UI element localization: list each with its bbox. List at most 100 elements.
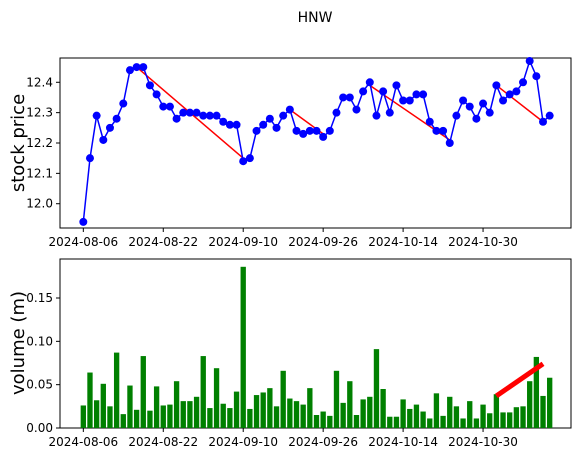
price-point xyxy=(372,111,381,120)
volume-trend-lines xyxy=(494,361,545,398)
price-point xyxy=(85,154,94,163)
price-point xyxy=(445,139,454,147)
volume-y-axis-label: volume (m) xyxy=(8,291,29,395)
price-series xyxy=(79,57,554,226)
price-point xyxy=(299,129,308,138)
volume-bar xyxy=(413,404,420,428)
price-point xyxy=(252,126,261,135)
volume-x-tick-label: 2024-09-26 xyxy=(288,435,358,449)
price-point xyxy=(419,90,428,99)
volume-bar xyxy=(400,399,406,428)
price-point xyxy=(385,108,394,117)
price-x-tick-label: 2024-08-22 xyxy=(128,235,198,249)
price-point xyxy=(305,126,314,135)
volume-bar xyxy=(293,401,300,428)
volume-bar xyxy=(373,349,380,428)
volume-y-tick-label: 0.15 xyxy=(26,291,53,305)
volume-bar xyxy=(320,411,326,428)
price-point xyxy=(279,111,288,120)
price-point xyxy=(512,87,521,96)
volume-bar xyxy=(473,418,480,428)
price-point xyxy=(125,66,134,75)
volume-bar xyxy=(480,404,486,428)
price-point xyxy=(339,93,348,102)
price-point xyxy=(159,102,168,111)
price-point xyxy=(99,135,108,144)
volume-bar xyxy=(100,383,106,428)
price-point xyxy=(199,111,208,120)
volume-bar xyxy=(433,393,440,428)
volume-bar xyxy=(360,399,366,428)
volume-bar xyxy=(340,402,346,428)
price-point xyxy=(212,111,221,120)
volume-axis-ticks: 0.00 0.05 0.10 0.15 2024-08-06 2024-08-22 2024… xyxy=(26,291,518,449)
volume-bar xyxy=(367,396,373,428)
volume-bar xyxy=(547,377,553,428)
price-point xyxy=(485,108,494,117)
volume-bar xyxy=(213,368,220,428)
price-point xyxy=(399,96,408,105)
price-point xyxy=(112,114,121,123)
volume-bar xyxy=(253,395,260,428)
price-point xyxy=(312,126,321,135)
volume-bar xyxy=(187,401,193,428)
volume-bar xyxy=(140,356,146,428)
volume-bar xyxy=(447,396,453,428)
price-point xyxy=(259,120,268,129)
volume-bar xyxy=(220,403,226,428)
price-axis-ticks: 12.0 12.1 12.2 12.3 12.4 2024-08-06 2024-08-22… xyxy=(26,75,518,249)
price-point xyxy=(292,126,301,135)
volume-x-tick-label: 2024-10-14 xyxy=(368,435,438,449)
price-point xyxy=(452,111,461,120)
price-point xyxy=(232,120,241,129)
price-point xyxy=(405,96,414,105)
price-y-tick-label: 12.0 xyxy=(26,197,53,211)
volume-bar xyxy=(460,418,466,428)
volume-bars xyxy=(80,266,553,428)
price-point xyxy=(532,72,541,81)
price-point xyxy=(165,102,174,111)
price-point xyxy=(359,87,368,96)
price-point xyxy=(119,99,128,108)
volume-bar xyxy=(93,400,100,428)
volume-bar xyxy=(207,408,213,428)
volume-bar xyxy=(307,388,313,428)
price-y-axis-label: stock price xyxy=(8,94,29,192)
price-point xyxy=(439,126,448,135)
volume-y-tick-label: 0.05 xyxy=(26,378,53,392)
volume-bar xyxy=(507,412,513,428)
volume-bar xyxy=(407,408,413,428)
volume-bar xyxy=(393,416,400,428)
volume-x-tick-label: 2024-08-22 xyxy=(128,435,198,449)
price-point xyxy=(392,81,401,90)
volume-bar xyxy=(487,413,493,428)
price-point xyxy=(79,217,88,226)
price-point xyxy=(265,114,274,123)
price-panel: stock price 12.0 12.1 12.2 12.3 12.4 2024-08-… xyxy=(8,57,572,249)
price-point xyxy=(152,90,161,99)
volume-y-tick-label: 0.10 xyxy=(26,334,53,348)
price-point xyxy=(365,78,374,87)
price-point xyxy=(185,108,194,117)
price-x-tick-label: 2024-08-06 xyxy=(48,235,118,249)
price-point xyxy=(132,63,141,72)
volume-bar xyxy=(387,416,393,428)
volume-panel: volume (m) 0.00 0.05 0.10 0.15 2024-08-06 202… xyxy=(8,258,572,449)
volume-bar xyxy=(280,370,286,428)
volume-y-tick-label: 0.00 xyxy=(26,421,53,435)
price-point xyxy=(245,154,254,163)
volume-trend-line xyxy=(494,361,545,398)
price-x-tick-label: 2024-09-26 xyxy=(288,235,358,249)
volume-bar xyxy=(180,401,186,428)
volume-bar xyxy=(273,406,280,428)
volume-x-tick-label: 2024-10-30 xyxy=(448,435,518,449)
volume-bar xyxy=(313,415,320,428)
volume-bar xyxy=(147,410,153,428)
price-point xyxy=(479,99,488,108)
volume-bar xyxy=(227,408,233,428)
volume-bar xyxy=(267,388,273,428)
price-point xyxy=(492,81,501,90)
price-point xyxy=(179,108,188,117)
volume-bar xyxy=(327,415,333,428)
volume-bar xyxy=(167,404,173,428)
